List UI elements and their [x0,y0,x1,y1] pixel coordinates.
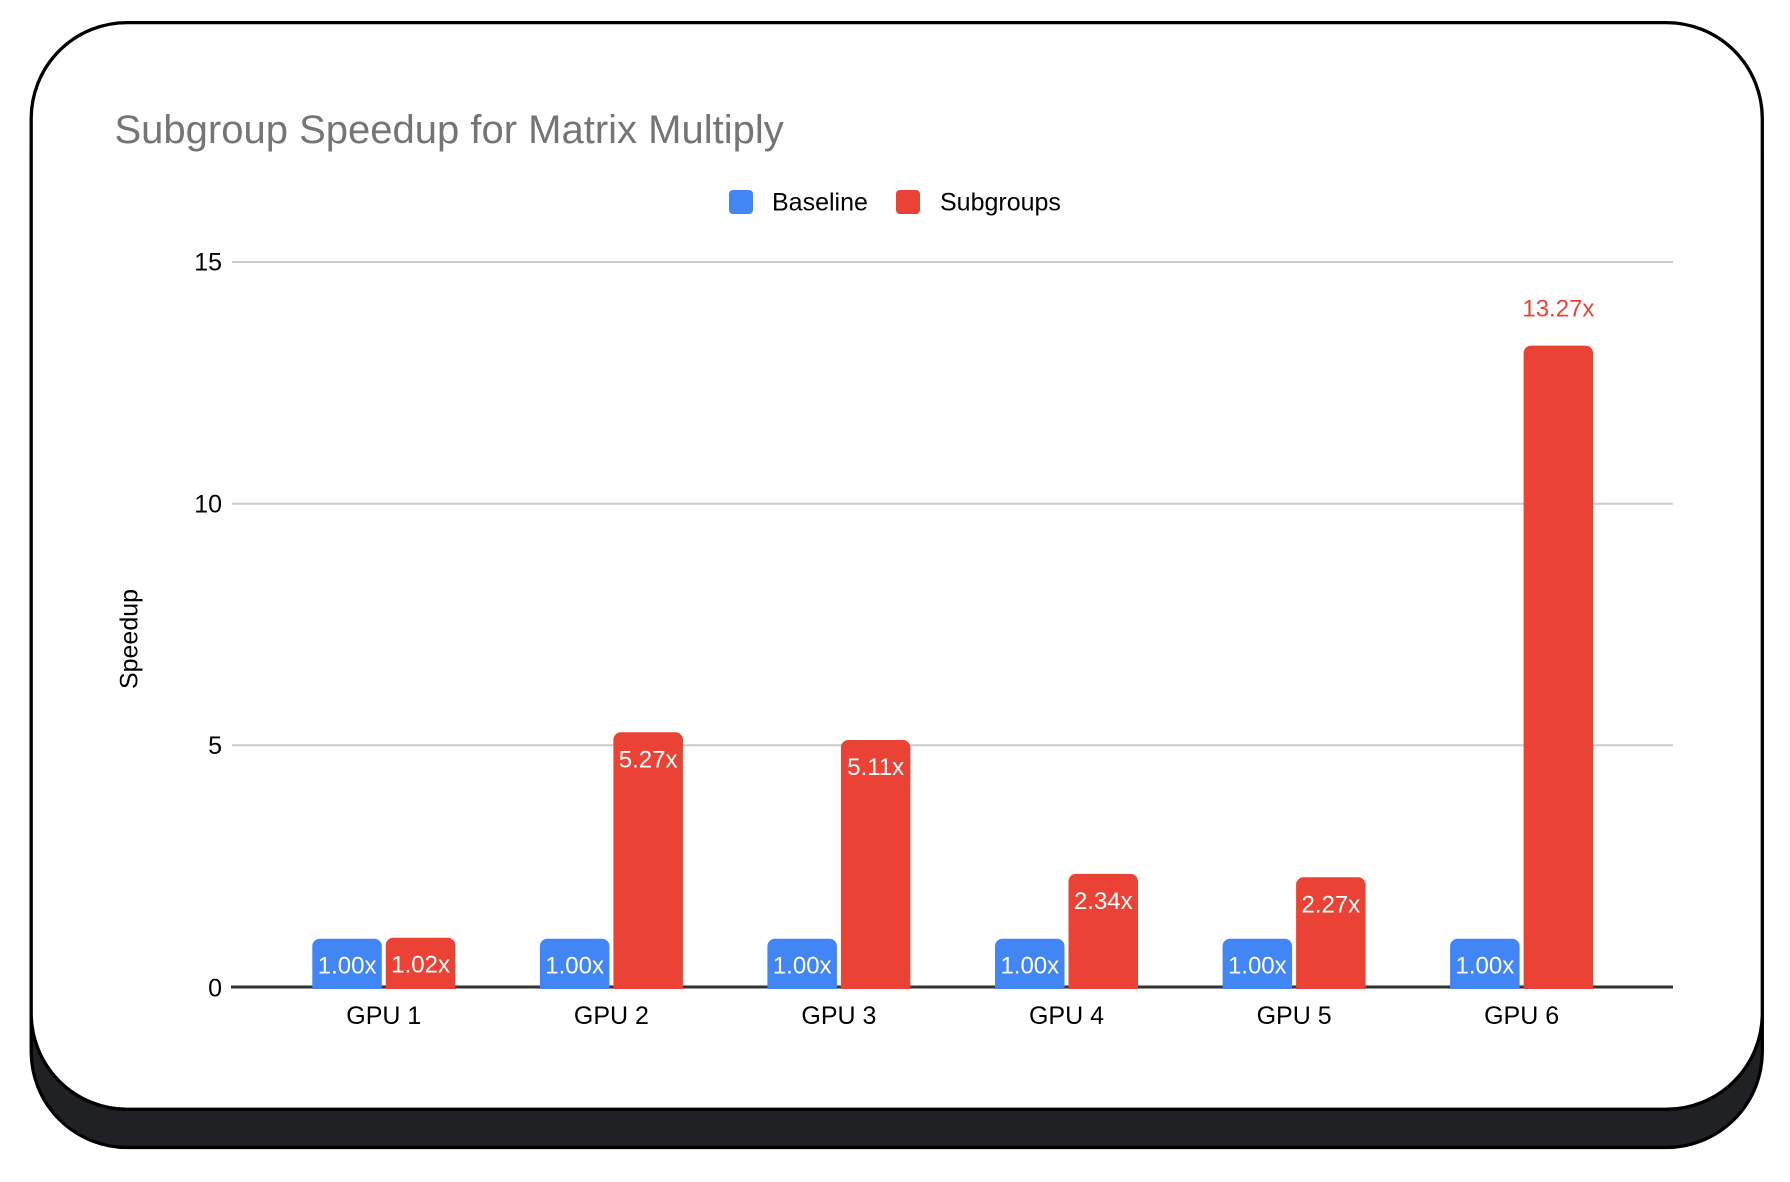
svg-text:GPU 6: GPU 6 [1484,1002,1559,1030]
svg-text:15: 15 [194,249,222,277]
svg-text:GPU 1: GPU 1 [346,1002,421,1030]
svg-text:0: 0 [208,975,222,1003]
svg-text:Subgroup Speedup for Matrix Mu: Subgroup Speedup for Matrix Multiply [115,108,784,152]
svg-text:1.00x: 1.00x [545,953,604,980]
svg-text:5.11x: 5.11x [847,754,904,781]
svg-text:5.27x: 5.27x [619,746,678,773]
svg-text:Subgroups: Subgroups [940,189,1061,217]
svg-text:1.00x: 1.00x [1000,953,1059,980]
svg-text:2.34x: 2.34x [1074,888,1133,915]
svg-text:1.00x: 1.00x [1228,953,1287,980]
svg-text:5: 5 [208,732,222,760]
svg-text:1.00x: 1.00x [318,953,377,980]
svg-text:Baseline: Baseline [772,189,868,217]
svg-text:2.27x: 2.27x [1301,891,1360,918]
svg-text:1.00x: 1.00x [773,953,832,980]
svg-text:1.00x: 1.00x [1456,953,1515,980]
svg-text:10: 10 [194,490,222,518]
svg-text:GPU 5: GPU 5 [1257,1002,1332,1030]
svg-text:13.27x: 13.27x [1522,296,1594,323]
svg-text:1.02x: 1.02x [391,952,450,979]
svg-text:GPU 2: GPU 2 [574,1002,649,1030]
svg-text:Speedup: Speedup [116,589,144,689]
svg-text:GPU 4: GPU 4 [1029,1002,1104,1030]
svg-text:GPU 3: GPU 3 [801,1002,876,1030]
